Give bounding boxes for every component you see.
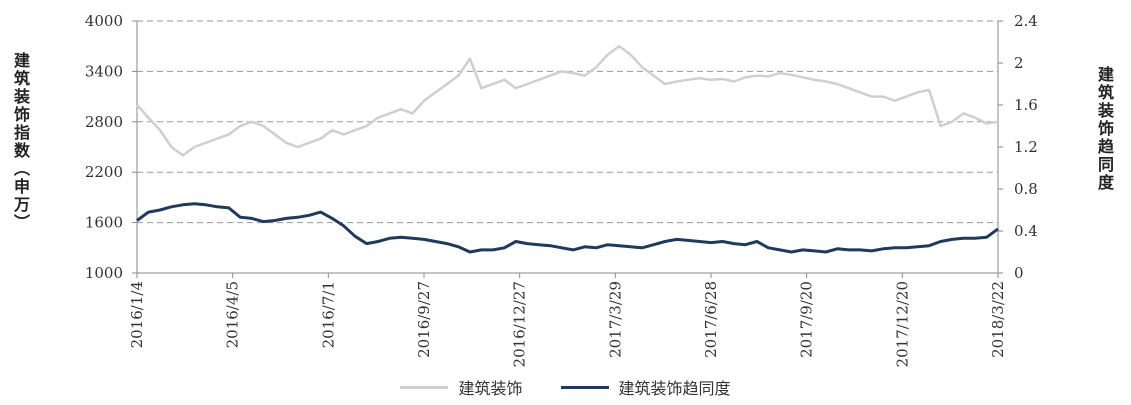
series-line-convergence — [136, 202, 999, 254]
grid-lines — [137, 20, 998, 224]
series-line-index — [136, 44, 999, 157]
x-tick-label: 2017/6/28 — [702, 281, 720, 358]
right-tick-label: 2.4 — [1014, 12, 1038, 30]
x-tick-label: 2017/3/29 — [606, 281, 624, 358]
x-tick-label: 2016/7/1 — [319, 281, 337, 348]
legend-label-convergence: 建筑装饰趋同度 — [618, 379, 731, 398]
right-axis-ticks: 0 0.4 0.8 1.2 1.6 2 2.4 — [998, 12, 1038, 282]
left-tick-label: 2200 — [85, 163, 123, 181]
left-tick-label: 2800 — [85, 113, 123, 131]
left-axis-ticks: 1000 1600 2200 2800 3400 4000 — [85, 12, 137, 282]
left-tick-label: 1000 — [85, 264, 123, 282]
left-tick-label: 1600 — [85, 214, 123, 232]
x-tick-label: 2016/4/5 — [224, 281, 242, 348]
legend: 建筑装饰 建筑装饰趋同度 — [0, 375, 1131, 399]
right-tick-label: 0.8 — [1014, 180, 1038, 198]
x-tick-label: 2017/12/20 — [893, 281, 911, 367]
legend-label-index: 建筑装饰 — [458, 379, 523, 398]
axes — [136, 21, 999, 274]
left-tick-label: 4000 — [85, 12, 123, 30]
right-tick-label: 0 — [1014, 264, 1024, 282]
x-tick-label: 2016/1/4 — [128, 281, 146, 348]
left-tick-label: 3400 — [85, 62, 123, 80]
x-axis-ticks: 2016/1/4 2016/4/5 2016/7/1 2016/9/27 2016/12… — [128, 273, 1007, 367]
right-axis-label: 建筑装饰趋同度 — [1095, 66, 1114, 192]
right-tick-label: 0.4 — [1014, 222, 1038, 240]
left-axis-label: 建筑装饰指数（申万） — [11, 52, 30, 232]
right-tick-label: 1.6 — [1014, 96, 1038, 114]
legend-item-convergence: 建筑装饰趋同度 — [560, 375, 731, 399]
x-tick-label: 2017/9/20 — [798, 281, 816, 358]
legend-swatch-index — [400, 385, 449, 389]
legend-item-index: 建筑装饰 — [400, 375, 523, 399]
x-tick-label: 2016/12/27 — [511, 281, 529, 367]
series-lines — [136, 44, 999, 254]
legend-swatch-convergence — [560, 385, 609, 389]
right-tick-label: 2 — [1014, 54, 1024, 72]
right-tick-label: 1.2 — [1014, 138, 1038, 156]
x-tick-label: 2018/3/22 — [989, 281, 1007, 358]
x-tick-label: 2016/9/27 — [415, 281, 433, 358]
